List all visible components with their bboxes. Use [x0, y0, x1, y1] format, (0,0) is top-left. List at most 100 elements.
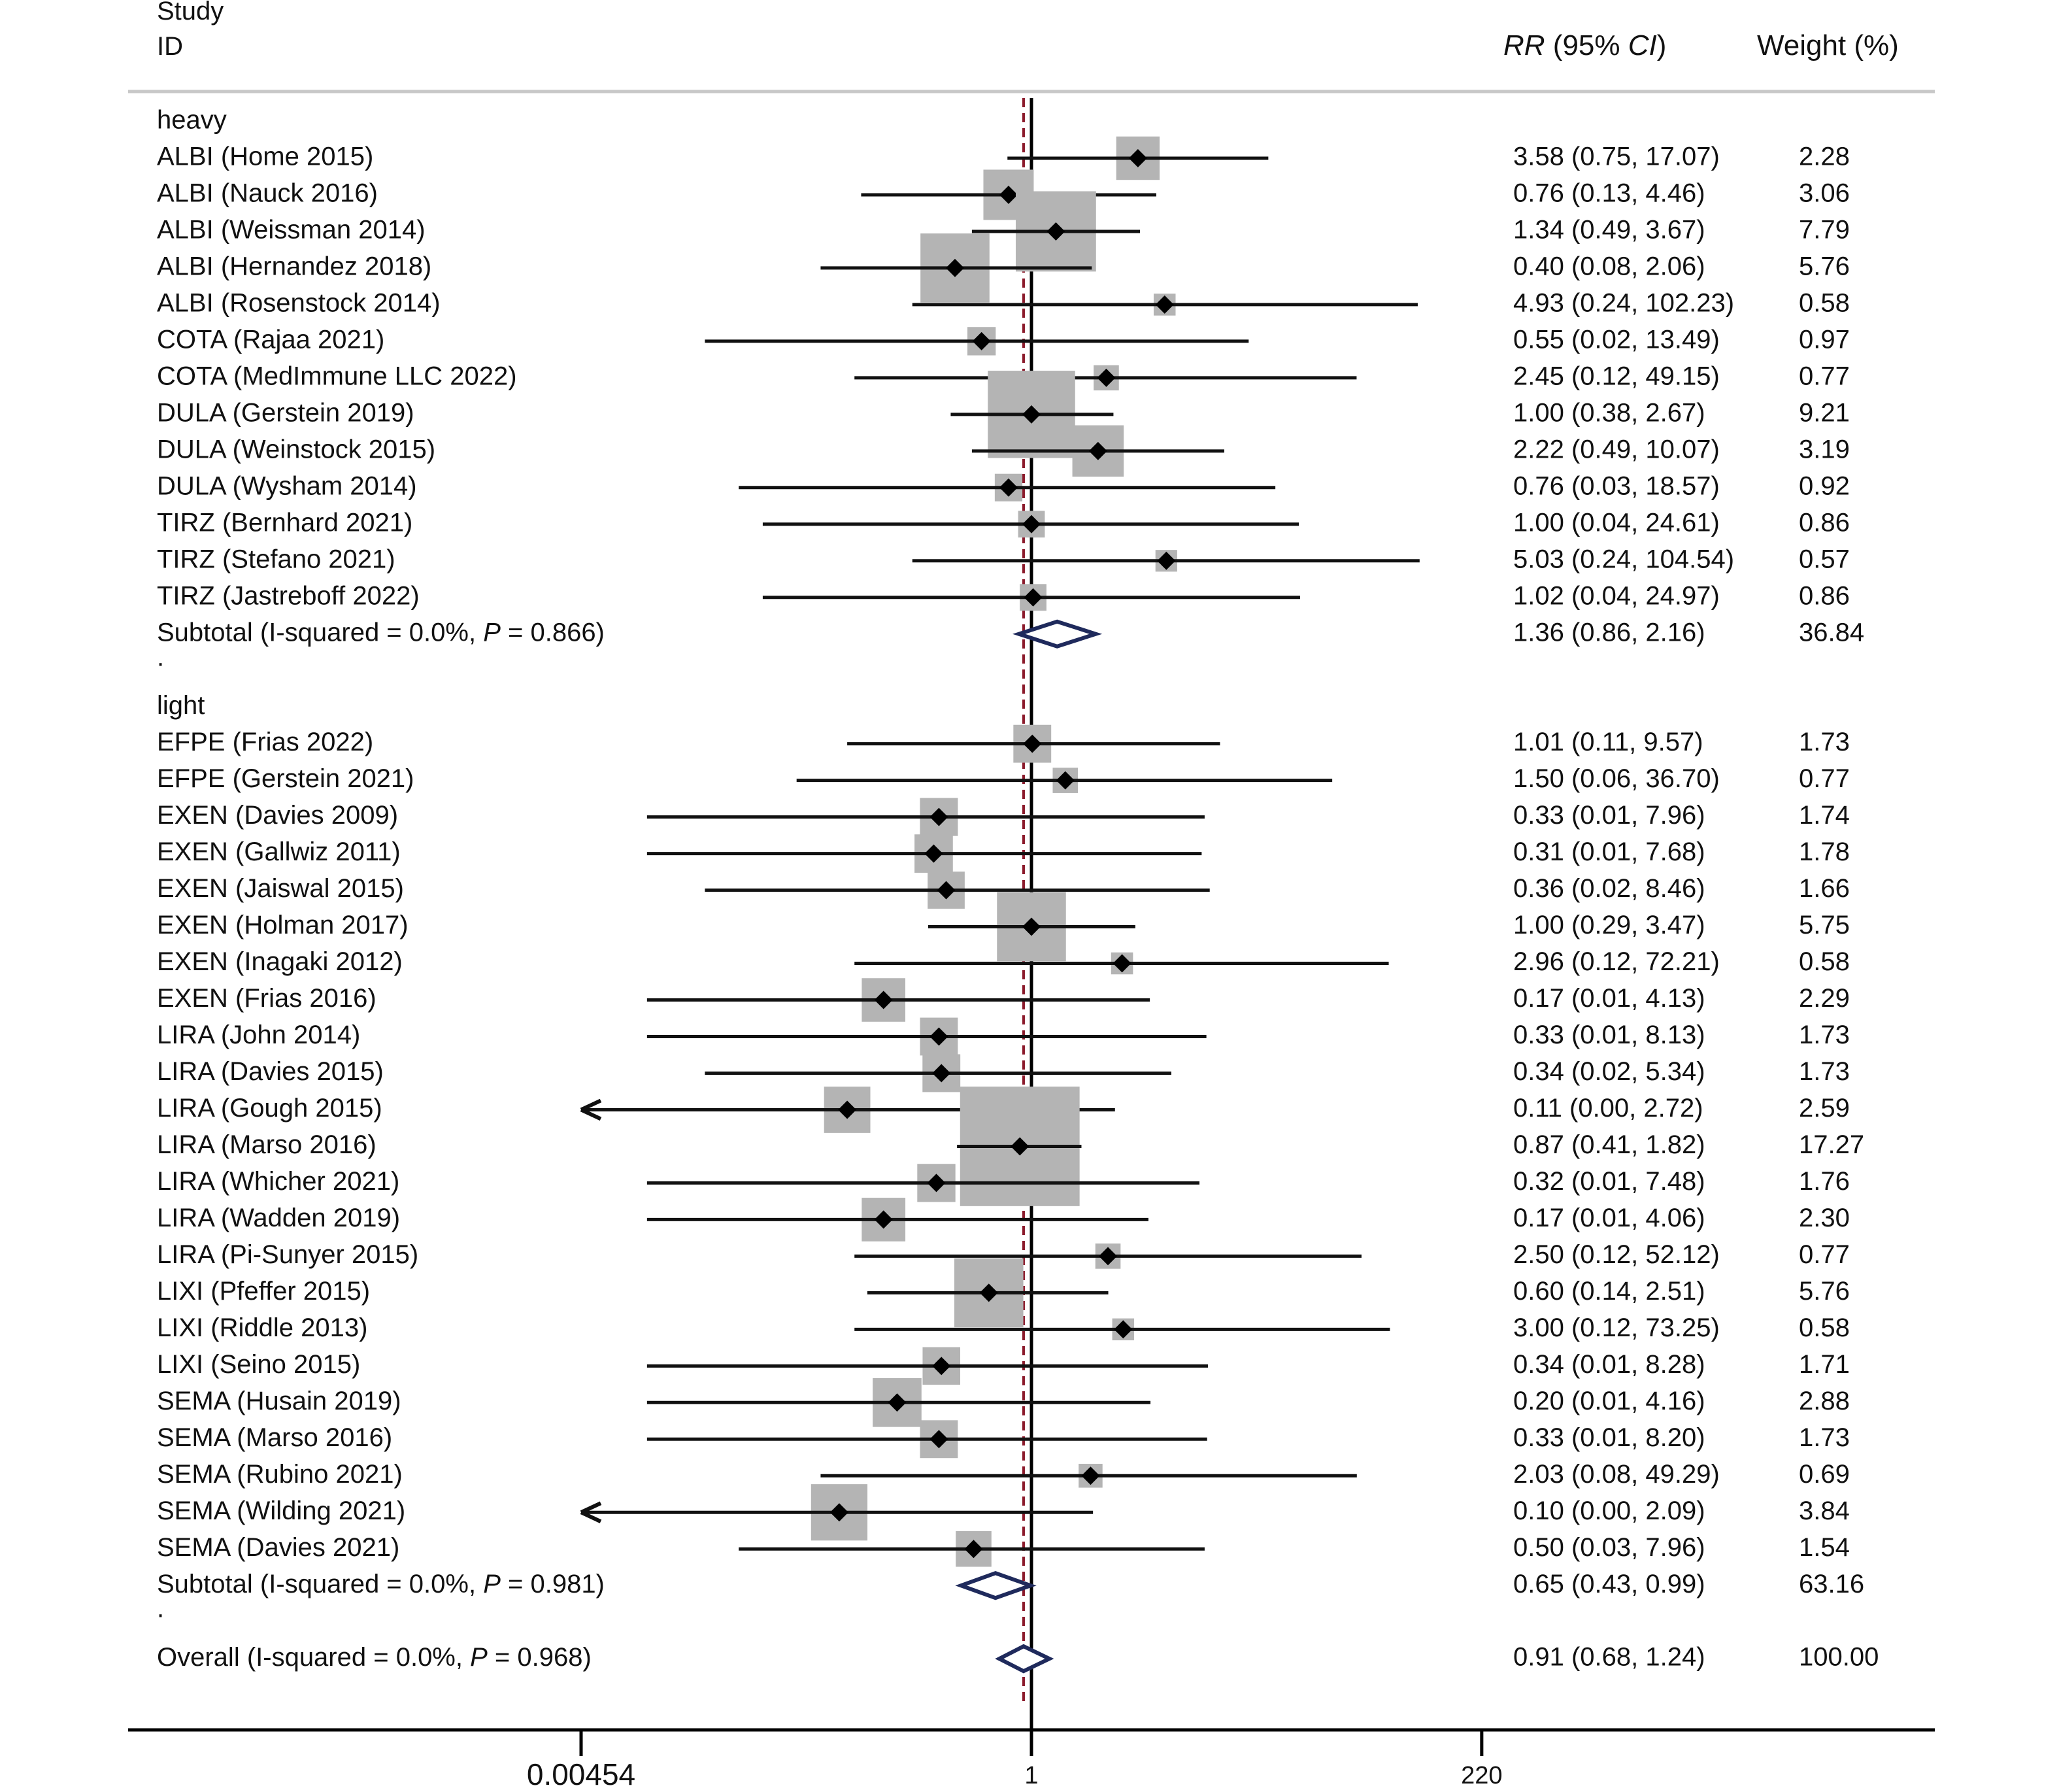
- table-row: SEMA (Rubino 2021) 2.03 (0.08, 49.29) 0.69: [157, 1460, 1850, 1489]
- point-estimate-marker: [1011, 1137, 1030, 1156]
- study-label: ALBI (Rosenstock 2014): [157, 288, 441, 317]
- spacer-row: .: [157, 643, 164, 671]
- point-estimate-marker: [1022, 917, 1041, 936]
- point-estimate-marker: [964, 1540, 983, 1559]
- overall-row: Overall (I-squared = 0.0%, P = 0.968) 0.9…: [157, 1643, 1879, 1674]
- weight-value: 3.19: [1799, 435, 1850, 464]
- subtotal-label: Subtotal (I-squared = 0.0%, P = 0.866): [157, 618, 605, 647]
- estimate-value: 3.58 (0.75, 17.07): [1513, 143, 1720, 171]
- point-estimate-marker: [932, 1357, 951, 1376]
- study-label: SEMA (Marso 2016): [157, 1423, 392, 1452]
- weight-value: 2.29: [1799, 984, 1850, 1013]
- weight-value: 5.75: [1799, 911, 1850, 939]
- estimate-value: 1.02 (0.04, 24.97): [1513, 581, 1720, 610]
- estimate-value: 0.65 (0.43, 0.99): [1513, 1570, 1705, 1598]
- weight-value: 1.54: [1799, 1533, 1850, 1562]
- table-row: LIRA (Davies 2015) 0.34 (0.02, 5.34) 1.73: [157, 1054, 1850, 1092]
- table-row: EXEN (Inagaki 2012) 2.96 (0.12, 72.21) 0.5…: [157, 947, 1850, 976]
- subtotal-row: Subtotal (I-squared = 0.0%, P = 0.981) 0.…: [157, 1570, 1864, 1600]
- weight-value: 0.86: [1799, 508, 1850, 537]
- study-label: TIRZ (Jastreboff 2022): [157, 581, 420, 610]
- study-label: TIRZ (Stefano 2021): [157, 545, 395, 573]
- study-label: DULA (Wysham 2014): [157, 471, 417, 500]
- estimate-value: 0.76 (0.03, 18.57): [1513, 471, 1720, 500]
- study-label: EFPE (Gerstein 2021): [157, 764, 414, 793]
- estimate-value: 2.96 (0.12, 72.21): [1513, 947, 1720, 976]
- x-tick-label: 1: [1024, 1762, 1038, 1789]
- table-row: TIRZ (Bernhard 2021) 1.00 (0.04, 24.61) 0.…: [157, 508, 1850, 538]
- p-value-label: P: [470, 1643, 488, 1672]
- point-estimate-marker: [1128, 148, 1147, 167]
- ci-open: (95%: [1545, 29, 1628, 61]
- table-row: LIRA (John 2014) 0.33 (0.01, 8.13) 1.73: [157, 1017, 1850, 1056]
- x-tick-label: 0.00454: [527, 1757, 635, 1791]
- weight-value: 0.77: [1799, 362, 1850, 390]
- weight-value: 9.21: [1799, 398, 1850, 427]
- estimate-value: 0.34 (0.01, 8.28): [1513, 1350, 1705, 1379]
- ci-label: CI: [1628, 29, 1657, 61]
- p-value-text: = 0.981): [501, 1570, 605, 1598]
- study-label: LIRA (Marso 2016): [157, 1130, 377, 1159]
- point-estimate-marker: [829, 1503, 848, 1522]
- study-label: LIRA (Wadden 2019): [157, 1204, 400, 1232]
- study-column-header: Study: [157, 0, 224, 25]
- table-row: ALBI (Hernandez 2018) 0.40 (0.08, 2.06) 5.…: [157, 233, 1850, 303]
- estimate-value: 1.01 (0.11, 9.57): [1513, 728, 1703, 756]
- table-row: TIRZ (Stefano 2021) 5.03 (0.24, 104.54) 0.…: [157, 545, 1850, 573]
- table-row: DULA (Wysham 2014) 0.76 (0.03, 18.57) 0.92: [157, 471, 1850, 501]
- p-value-text: = 0.866): [501, 618, 605, 647]
- table-row: EFPE (Frias 2022) 1.01 (0.11, 9.57) 1.73: [157, 724, 1850, 763]
- table-row: SEMA (Husain 2019) 0.20 (0.01, 4.16) 2.88: [157, 1378, 1850, 1427]
- estimate-value: 2.45 (0.12, 49.15): [1513, 362, 1720, 390]
- weight-value: 5.76: [1799, 1277, 1850, 1306]
- point-estimate-marker: [924, 844, 943, 863]
- table-row: EXEN (Jaiswal 2015) 0.36 (0.02, 8.46) 1.66: [157, 871, 1850, 909]
- table-row: DULA (Gerstein 2019) 1.00 (0.38, 2.67) 9.2…: [157, 371, 1850, 458]
- group-row: light: [157, 691, 205, 720]
- point-estimate-marker: [1046, 222, 1065, 241]
- rr-column-header: RR (95% CI): [1503, 29, 1666, 61]
- table-row: LIRA (Pi-Sunyer 2015) 2.50 (0.12, 52.12) 0…: [157, 1240, 1850, 1269]
- point-estimate-marker: [937, 881, 956, 900]
- group-label: heavy: [157, 106, 227, 135]
- study-label: EXEN (Holman 2017): [157, 911, 409, 939]
- point-estimate-marker: [1024, 588, 1043, 607]
- estimate-value: 1.00 (0.04, 24.61): [1513, 508, 1720, 537]
- estimate-value: 1.00 (0.29, 3.47): [1513, 911, 1705, 939]
- overall-label: Overall (I-squared = 0.0%, P = 0.968): [157, 1643, 592, 1672]
- table-row: LIRA (Wadden 2019) 0.17 (0.01, 4.06) 2.30: [157, 1198, 1850, 1242]
- study-label: SEMA (Husain 2019): [157, 1387, 401, 1415]
- study-label: EXEN (Jaiswal 2015): [157, 874, 404, 903]
- study-label: EXEN (Inagaki 2012): [157, 947, 403, 976]
- study-label: LIRA (Davies 2015): [157, 1057, 384, 1086]
- weight-value: 7.79: [1799, 216, 1850, 245]
- weight-value: 17.27: [1799, 1130, 1864, 1159]
- estimate-value: 0.10 (0.00, 2.09): [1513, 1496, 1705, 1525]
- p-value-text: = 0.968): [488, 1643, 592, 1672]
- estimate-value: 4.93 (0.24, 102.23): [1513, 288, 1734, 317]
- estimate-value: 0.91 (0.68, 1.24): [1513, 1643, 1705, 1672]
- study-label: COTA (Rajaa 2021): [157, 325, 384, 354]
- table-row: LIRA (Marso 2016) 0.87 (0.41, 1.82) 17.27: [157, 1087, 1864, 1206]
- study-label: ALBI (Weissman 2014): [157, 216, 426, 245]
- table-row: EFPE (Gerstein 2021) 1.50 (0.06, 36.70) 0.…: [157, 764, 1850, 793]
- subtotal-row: Subtotal (I-squared = 0.0%, P = 0.866) 1.…: [157, 618, 1864, 649]
- weight-value: 0.57: [1799, 545, 1850, 573]
- overall-label-text: Overall (I-squared = 0.0%,: [157, 1643, 470, 1672]
- estimate-value: 0.33 (0.01, 8.13): [1513, 1021, 1705, 1049]
- point-estimate-marker: [972, 331, 991, 350]
- spacer-row: .: [157, 1595, 164, 1623]
- point-estimate-marker: [999, 185, 1018, 204]
- weight-value: 1.74: [1799, 801, 1850, 830]
- weight-value: 0.97: [1799, 325, 1850, 354]
- estimate-value: 0.40 (0.08, 2.06): [1513, 252, 1705, 280]
- estimate-value: 0.50 (0.03, 7.96): [1513, 1533, 1705, 1562]
- study-label: EXEN (Frias 2016): [157, 984, 377, 1013]
- table-row: COTA (MedImmune LLC 2022) 2.45 (0.12, 49.…: [157, 362, 1850, 390]
- study-label: LIRA (Whicher 2021): [157, 1167, 399, 1196]
- table-row: ALBI (Nauck 2016) 0.76 (0.13, 4.46) 3.06: [157, 169, 1850, 220]
- estimate-value: 2.50 (0.12, 52.12): [1513, 1240, 1720, 1269]
- estimate-value: 0.17 (0.01, 4.13): [1513, 984, 1705, 1013]
- table-row: TIRZ (Jastreboff 2022) 1.02 (0.04, 24.97)…: [157, 581, 1850, 611]
- weight-value: 100.00: [1799, 1643, 1879, 1672]
